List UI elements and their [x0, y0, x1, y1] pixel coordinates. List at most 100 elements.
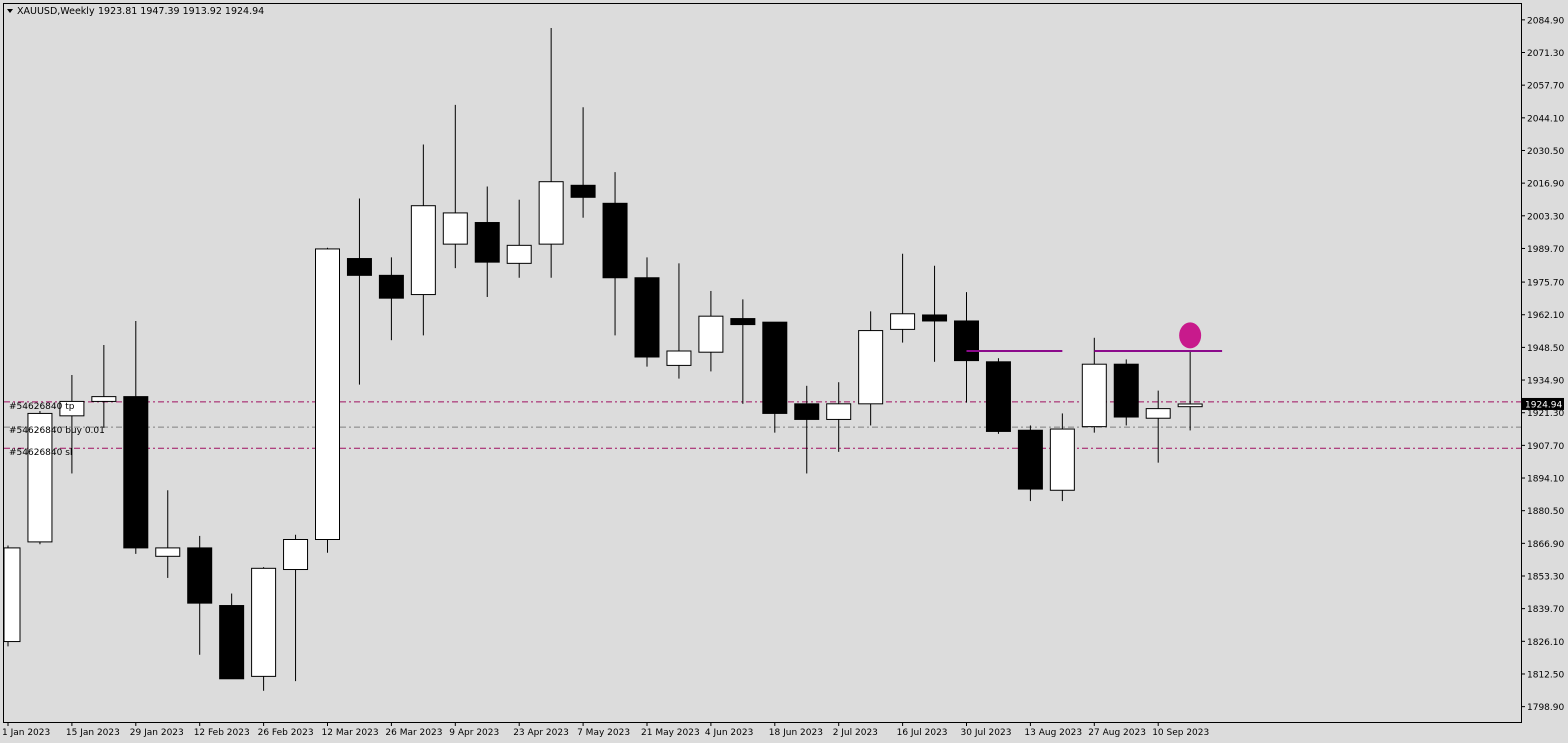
- x-tick-label: 10 Sep 2023: [1152, 728, 1209, 738]
- x-tick-label: 23 Apr 2023: [513, 728, 569, 738]
- candle: [762, 321, 788, 433]
- x-tick-label: 26 Mar 2023: [385, 728, 442, 738]
- candle-body-bear: [985, 361, 1011, 432]
- candle-body-bull: [1145, 408, 1171, 419]
- y-tick-label: 2084.90: [1527, 16, 1564, 26]
- triangle-down-icon[interactable]: [7, 9, 13, 13]
- order-labels: #54626840 tp #54626840 buy 0.01 #5462684…: [9, 402, 105, 458]
- candle-body-bull: [155, 547, 181, 557]
- candle: [187, 535, 213, 655]
- candle-body-bear: [602, 202, 628, 279]
- y-tick-label: 1934.90: [1527, 377, 1564, 387]
- sl-label[interactable]: #54626840 sl: [9, 448, 72, 458]
- candle: [954, 292, 979, 403]
- candle: [602, 172, 628, 336]
- overlay-objects: [966, 322, 1223, 352]
- y-tick-label: 2003.30: [1527, 212, 1564, 222]
- candle: [890, 253, 916, 343]
- entry-label[interactable]: #54626840 buy 0.01: [9, 426, 105, 436]
- candle-body-bull: [283, 538, 309, 571]
- candle-body-bull: [442, 212, 468, 245]
- candle-body-bull: [826, 403, 852, 420]
- candle-body-bear: [954, 320, 979, 362]
- candle-body-bull: [1081, 363, 1107, 428]
- y-tick-label: 1798.90: [1527, 703, 1564, 713]
- candle-body-bear: [634, 277, 660, 358]
- candle: [3, 545, 21, 647]
- y-tick-label: 1826.10: [1527, 638, 1564, 648]
- candle-body-bear: [1113, 363, 1139, 418]
- candle: [922, 265, 948, 362]
- time-axis: 1 Jan 2023 15 Jan 2023 29 Jan 2023 12 Feb 2…: [2, 722, 1209, 738]
- x-tick-label: 12 Mar 2023: [322, 728, 379, 738]
- x-tick-label: 16 Jul 2023: [897, 728, 948, 738]
- x-tick-label: 2 Jul 2023: [833, 728, 878, 738]
- x-tick-label: 9 Apr 2023: [449, 728, 499, 738]
- candle-body-bear: [1017, 429, 1043, 490]
- candle: [634, 257, 660, 367]
- y-tick-label: 1948.50: [1527, 344, 1564, 354]
- candle: [283, 534, 309, 682]
- candle-body-bull: [3, 547, 21, 643]
- candle: [538, 28, 564, 278]
- y-tick-label: 2030.50: [1527, 147, 1564, 157]
- x-tick-label: 18 Jun 2023: [769, 728, 823, 738]
- candle: [506, 199, 532, 278]
- x-tick-label: 12 Feb 2023: [194, 728, 250, 738]
- x-tick-label: 4 Jun 2023: [705, 728, 753, 738]
- y-tick-label: 1839.70: [1527, 605, 1564, 615]
- tp-label[interactable]: #54626840 tp: [9, 402, 75, 412]
- candle: [666, 263, 692, 379]
- candle: [219, 593, 245, 680]
- candle-body-bear: [570, 184, 596, 198]
- candle: [123, 320, 149, 554]
- candle: [1049, 413, 1075, 502]
- candle-body-bull: [858, 330, 884, 405]
- x-tick-label: 15 Jan 2023: [66, 728, 120, 738]
- candle: [1017, 425, 1043, 502]
- y-tick-label: 2057.70: [1527, 82, 1564, 92]
- candle-body-bull: [27, 412, 53, 543]
- candle: [730, 299, 756, 404]
- y-tick-label: 1880.50: [1527, 507, 1564, 517]
- candle: [826, 382, 852, 452]
- candle: [474, 186, 500, 297]
- candle: [1113, 359, 1139, 426]
- circle-marker-icon[interactable]: [1179, 322, 1202, 349]
- price-axis: 1798.90 1812.50 1826.10 1839.70 1853.30 1866.…: [1521, 16, 1564, 713]
- candle: [698, 290, 724, 372]
- candle-body-bull: [59, 400, 85, 417]
- chart-header: XAUUSD,Weekly 1923.81 1947.39 1913.92 19…: [7, 6, 264, 17]
- x-tick-label: 30 Jul 2023: [961, 728, 1012, 738]
- candle: [858, 311, 884, 426]
- candle: [410, 144, 436, 336]
- x-tick-label: 29 Jan 2023: [130, 728, 184, 738]
- candle-body-bear: [762, 321, 788, 414]
- candle: [378, 257, 404, 341]
- candle: [155, 490, 181, 578]
- candle-body-bull: [1177, 403, 1203, 408]
- candle-body-bull: [251, 567, 277, 677]
- candle: [1081, 337, 1107, 433]
- x-tick-label: 1 Jan 2023: [2, 728, 50, 738]
- candle: [251, 567, 277, 691]
- y-tick-label: 1989.70: [1527, 245, 1564, 255]
- y-tick-label: 2071.30: [1527, 49, 1564, 59]
- y-tick-label: 1866.90: [1527, 540, 1564, 550]
- candle: [794, 385, 820, 474]
- candle-body-bear: [922, 314, 948, 322]
- candle: [27, 411, 53, 545]
- candle-body-bull: [91, 396, 117, 402]
- candle: [59, 375, 85, 474]
- candle: [346, 198, 372, 385]
- y-tick-label: 1962.10: [1527, 311, 1564, 321]
- candle-body-bear: [730, 318, 756, 326]
- x-tick-label: 13 Aug 2023: [1024, 728, 1082, 738]
- candle-body-bear: [346, 258, 372, 276]
- candle-body-bull: [538, 181, 564, 245]
- candle-body-bear: [474, 222, 500, 263]
- candle-body-bull: [315, 248, 340, 540]
- ohlc-values: 1923.81 1947.39 1913.92 1924.94: [98, 6, 264, 17]
